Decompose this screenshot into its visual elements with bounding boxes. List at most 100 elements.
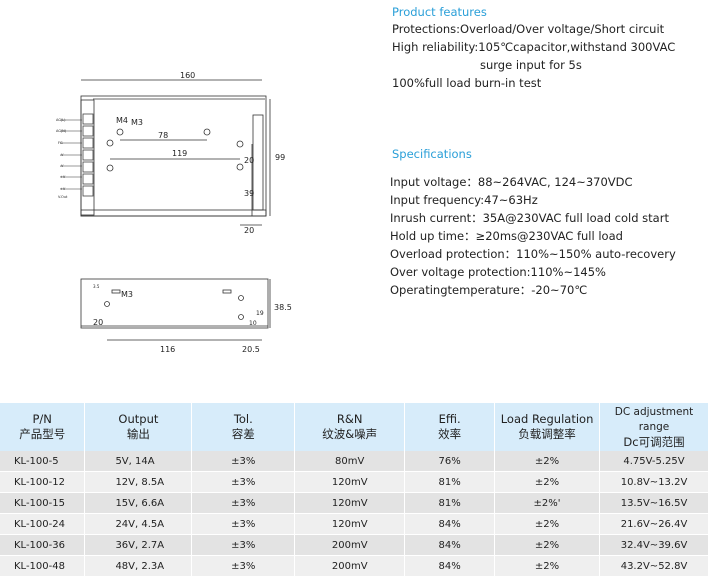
dim-20: 20 bbox=[244, 156, 254, 165]
top-view bbox=[60, 79, 271, 226]
table-cell: ±2%' bbox=[494, 492, 600, 514]
dim-99: 99 bbox=[275, 153, 285, 162]
table-cell: KL-100-12 bbox=[0, 471, 86, 493]
dim-160: 160 bbox=[180, 71, 195, 80]
feature-line: 100%full load burn-in test bbox=[392, 76, 542, 90]
terminal-label: AC(L) bbox=[56, 118, 66, 122]
terminal-label: +V bbox=[60, 187, 66, 191]
terminal-label: -V bbox=[60, 153, 64, 157]
spec-line: Operatingtemperature：-20~70℃ bbox=[390, 283, 588, 297]
column-header: Output 输出 bbox=[84, 403, 193, 451]
table-cell: ±2% bbox=[494, 451, 600, 472]
table-cell: 200mV bbox=[294, 534, 406, 556]
table-cell: 84% bbox=[404, 513, 496, 535]
header-text: 效率 bbox=[438, 427, 462, 441]
header-text: 输出 bbox=[126, 427, 150, 441]
label-3-5: 3.5 bbox=[93, 284, 100, 289]
table-cell: ±3% bbox=[191, 471, 296, 493]
dimension-drawing: 160 99 78 119 20 39 20 M4 M3 AC(L) AC(N)… bbox=[56, 71, 292, 354]
table-cell: ±3% bbox=[191, 555, 296, 577]
table-cell: 13.5V~16.5V bbox=[599, 492, 709, 514]
spec-line: Inrush current：35A@230VAC full load cold… bbox=[390, 211, 669, 225]
terminal-label: FG bbox=[58, 141, 63, 145]
table-cell: KL-100-15 bbox=[0, 492, 86, 514]
table-cell: ±3% bbox=[191, 534, 296, 556]
column-header: R&N 纹波&噪声 bbox=[294, 403, 406, 451]
header-text: Load Regulation bbox=[500, 412, 594, 426]
table-cell: 81% bbox=[404, 471, 496, 493]
table-cell: ±2% bbox=[494, 513, 600, 535]
table-cell: 4.75V-5.25V bbox=[599, 451, 709, 472]
table-cell: 5V, 14A bbox=[84, 451, 193, 472]
header-text: Output bbox=[118, 412, 159, 426]
table-cell: ±2% bbox=[494, 471, 600, 493]
spec-line: Hold up time：≥20ms@230VAC full load bbox=[390, 229, 623, 243]
column-header: Effi. 效率 bbox=[404, 403, 496, 451]
table-cell: 200mV bbox=[294, 555, 406, 577]
specs-list: Input voltage：88~264VAC, 124~370VDC Inpu… bbox=[390, 173, 676, 299]
table-cell: 84% bbox=[404, 555, 496, 577]
table-row: KL-100-24 24V, 4.5A ±3% 120mV 84% ±2% 21.6V~26… bbox=[0, 513, 709, 535]
column-header: Tol. 容差 bbox=[191, 403, 296, 451]
terminal-label: -V bbox=[60, 164, 64, 168]
table-cell: ±2% bbox=[494, 555, 600, 577]
header-text: P/N bbox=[32, 412, 52, 426]
terminal-label: V.Out bbox=[58, 195, 68, 199]
dim-19: 19 bbox=[256, 310, 264, 317]
spec-line: Input frequency:47~63Hz bbox=[390, 193, 538, 207]
table-cell: 12V, 8.5A bbox=[84, 471, 193, 493]
table-cell: 76% bbox=[404, 451, 496, 472]
label-m3-side: M3 bbox=[121, 290, 133, 299]
table-cell: 80mV bbox=[294, 451, 406, 472]
table-cell: 48V, 2.3A bbox=[84, 555, 193, 577]
table-cell: KL-100-5 bbox=[0, 451, 86, 472]
header-text: 纹波&噪声 bbox=[322, 427, 378, 441]
features-title: Product features bbox=[392, 5, 487, 19]
dim-78: 78 bbox=[158, 131, 168, 140]
features-list: Protections:Overload/Over voltage/Short … bbox=[392, 20, 675, 92]
column-header: DC adjustment range Dc可调范围 bbox=[599, 403, 709, 451]
table-cell: 36V, 2.7A bbox=[84, 534, 193, 556]
table-cell: ±3% bbox=[191, 451, 296, 472]
header-text: Effi. bbox=[438, 412, 461, 426]
column-header: Load Regulation 负载调整率 bbox=[494, 403, 600, 451]
dim-116: 116 bbox=[160, 345, 175, 354]
specs-title: Specifications bbox=[392, 147, 472, 161]
table-cell: 81% bbox=[404, 492, 496, 514]
label-m4: M4 bbox=[116, 116, 128, 125]
column-header: P/N 产品型号 bbox=[0, 403, 86, 451]
table-cell: 84% bbox=[404, 534, 496, 556]
dim-119: 119 bbox=[172, 149, 187, 158]
table-cell: 43.2V~52.8V bbox=[599, 555, 709, 577]
side-view bbox=[80, 278, 271, 341]
dim-38-5: 38.5 bbox=[274, 303, 292, 312]
table-row: KL-100-36 36V, 2.7A ±3% 200mV 84% ±2% 32.4V~39… bbox=[0, 534, 709, 556]
table-cell: KL-100-48 bbox=[0, 555, 86, 577]
header-text: Tol. bbox=[233, 412, 253, 426]
dim-20b: 20 bbox=[244, 226, 254, 235]
header-text: Dc可调范围 bbox=[623, 434, 685, 449]
table-cell: 15V, 6.6A bbox=[84, 492, 193, 514]
spec-line: Input voltage：88~264VAC, 124~370VDC bbox=[390, 175, 633, 189]
table-cell: 32.4V~39.6V bbox=[599, 534, 709, 556]
header-text: 容差 bbox=[231, 427, 255, 441]
dim-20-5: 20.5 bbox=[242, 345, 260, 354]
table-cell: KL-100-36 bbox=[0, 534, 86, 556]
table-row: KL-100-15 15V, 6.6A ±3% 120mV 81% ±2%' 13.5V~1… bbox=[0, 492, 709, 514]
header-text: 产品型号 bbox=[19, 427, 66, 441]
table-cell: ±3% bbox=[191, 492, 296, 514]
header-text: R&N bbox=[336, 412, 363, 426]
feature-line: surge input for 5s bbox=[480, 58, 582, 72]
feature-line: Protections:Overload/Over voltage/Short … bbox=[392, 22, 665, 36]
table-cell: 120mV bbox=[294, 513, 406, 535]
header-text: 负载调整率 bbox=[518, 427, 576, 441]
terminal-label: +V bbox=[60, 175, 66, 179]
feature-line: High reliability:105℃capacitor,withstand… bbox=[392, 40, 676, 54]
table-cell: 10.8V~13.2V bbox=[599, 471, 709, 493]
header-text: DC adjustment range bbox=[614, 405, 694, 433]
table-cell: ±2% bbox=[494, 534, 600, 556]
table-cell: ±3% bbox=[191, 513, 296, 535]
dim-39: 39 bbox=[244, 189, 254, 198]
table-row: KL-100-48 48V, 2.3A ±3% 200mV 84% ±2% 43.2V~52… bbox=[0, 555, 709, 577]
table-cell: KL-100-24 bbox=[0, 513, 86, 535]
